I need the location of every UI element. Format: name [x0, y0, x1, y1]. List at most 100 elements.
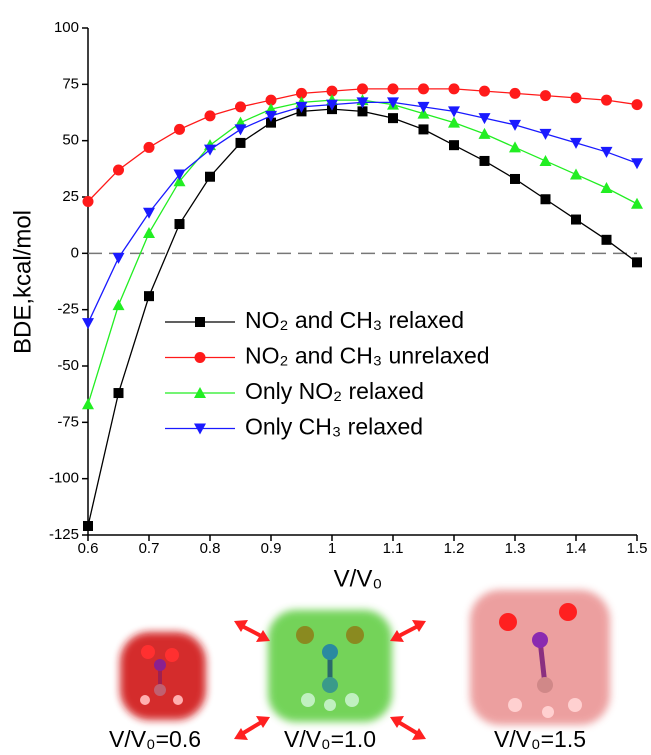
marker — [539, 154, 552, 166]
marker — [418, 124, 429, 135]
marker — [540, 90, 551, 102]
legend-label: NO₂ and CH₃ relaxed — [245, 307, 464, 333]
marker — [601, 234, 612, 245]
legend-label: Only NO₂ relaxed — [245, 378, 424, 404]
y-tick-label: 100 — [54, 19, 79, 36]
y-tick-label: -100 — [49, 470, 79, 487]
marker — [478, 113, 491, 125]
marker — [417, 101, 430, 113]
y-axis-title: BDE,kcal/mol — [9, 210, 36, 354]
marker — [326, 99, 338, 111]
x-tick-label: 1.2 — [444, 540, 465, 557]
marker — [173, 169, 186, 181]
marker — [112, 299, 125, 311]
marker — [388, 113, 398, 124]
marker — [418, 83, 429, 95]
marker — [205, 171, 215, 182]
panel-caption: V/V₀=0.6 — [109, 726, 201, 752]
x-axis-title: V/V₀ — [334, 565, 383, 592]
marker — [144, 291, 154, 302]
marker — [112, 252, 125, 264]
x-tick-label: 1.1 — [383, 540, 404, 557]
marker — [174, 219, 185, 230]
marker — [387, 83, 399, 95]
marker — [449, 140, 459, 151]
marker — [509, 87, 521, 99]
y-tick-label: -75 — [57, 413, 79, 430]
marker — [356, 97, 369, 109]
molecule-large — [470, 590, 610, 725]
y-tick-label: 0 — [71, 244, 79, 261]
marker — [204, 110, 216, 122]
x-tick-label: 0.8 — [200, 540, 221, 557]
marker — [357, 106, 368, 117]
panel-caption: V/V₀=1.5 — [494, 726, 586, 752]
marker — [632, 257, 642, 268]
marker — [600, 181, 613, 193]
marker — [509, 141, 521, 153]
marker — [601, 94, 612, 106]
marker — [448, 116, 460, 128]
x-tick-label: 0.7 — [139, 540, 160, 557]
marker — [387, 97, 399, 109]
marker — [204, 144, 216, 156]
marker — [479, 155, 490, 166]
marker — [143, 207, 155, 219]
y-tick-label: -125 — [49, 526, 79, 543]
x-tick-label: 1.5 — [627, 540, 648, 557]
legend-label: Only CH₃ relaxed — [245, 414, 423, 440]
x-tick-label: 0.9 — [261, 540, 282, 557]
marker — [509, 119, 521, 131]
legend-label: NO₂ and CH₃ unrelaxed — [245, 343, 490, 369]
x-tick-label: 1.3 — [505, 540, 526, 557]
y-tick-label: -25 — [57, 301, 79, 318]
marker — [631, 158, 643, 170]
marker — [479, 85, 490, 97]
marker — [173, 175, 186, 187]
marker — [600, 146, 613, 158]
marker — [540, 194, 551, 205]
marker — [143, 227, 155, 239]
marker — [113, 388, 124, 399]
marker — [357, 83, 368, 95]
y-tick-label: 50 — [62, 132, 79, 149]
marker — [478, 127, 491, 139]
marker — [631, 197, 643, 209]
marker — [113, 164, 124, 176]
marker — [448, 83, 460, 95]
marker — [235, 137, 246, 148]
marker — [143, 141, 155, 153]
marker — [265, 94, 277, 106]
marker — [266, 117, 276, 128]
marker — [326, 85, 338, 97]
marker — [570, 92, 582, 104]
x-tick-label: 1 — [328, 540, 336, 557]
marker — [82, 318, 94, 330]
legend-marker — [195, 317, 205, 327]
marker — [417, 107, 430, 119]
marker — [83, 520, 93, 531]
x-tick-label: 1.4 — [566, 540, 587, 557]
marker — [296, 87, 307, 99]
marker — [234, 124, 247, 136]
marker — [631, 99, 643, 111]
marker — [235, 101, 246, 113]
legend-marker — [194, 423, 206, 435]
legend-marker — [194, 387, 206, 398]
marker — [82, 398, 94, 410]
x-tick-label: 0.6 — [78, 540, 99, 557]
marker — [448, 106, 460, 118]
marker — [82, 196, 94, 208]
y-tick-label: -50 — [57, 357, 79, 374]
marker — [295, 101, 308, 113]
marker — [539, 128, 552, 140]
marker — [174, 123, 185, 135]
molecule-medium — [234, 610, 426, 740]
marker — [510, 173, 520, 184]
marker — [570, 137, 582, 149]
legend-marker — [194, 352, 206, 363]
marker — [570, 168, 582, 180]
y-tick-label: 75 — [62, 75, 79, 92]
y-tick-label: 25 — [62, 188, 79, 205]
